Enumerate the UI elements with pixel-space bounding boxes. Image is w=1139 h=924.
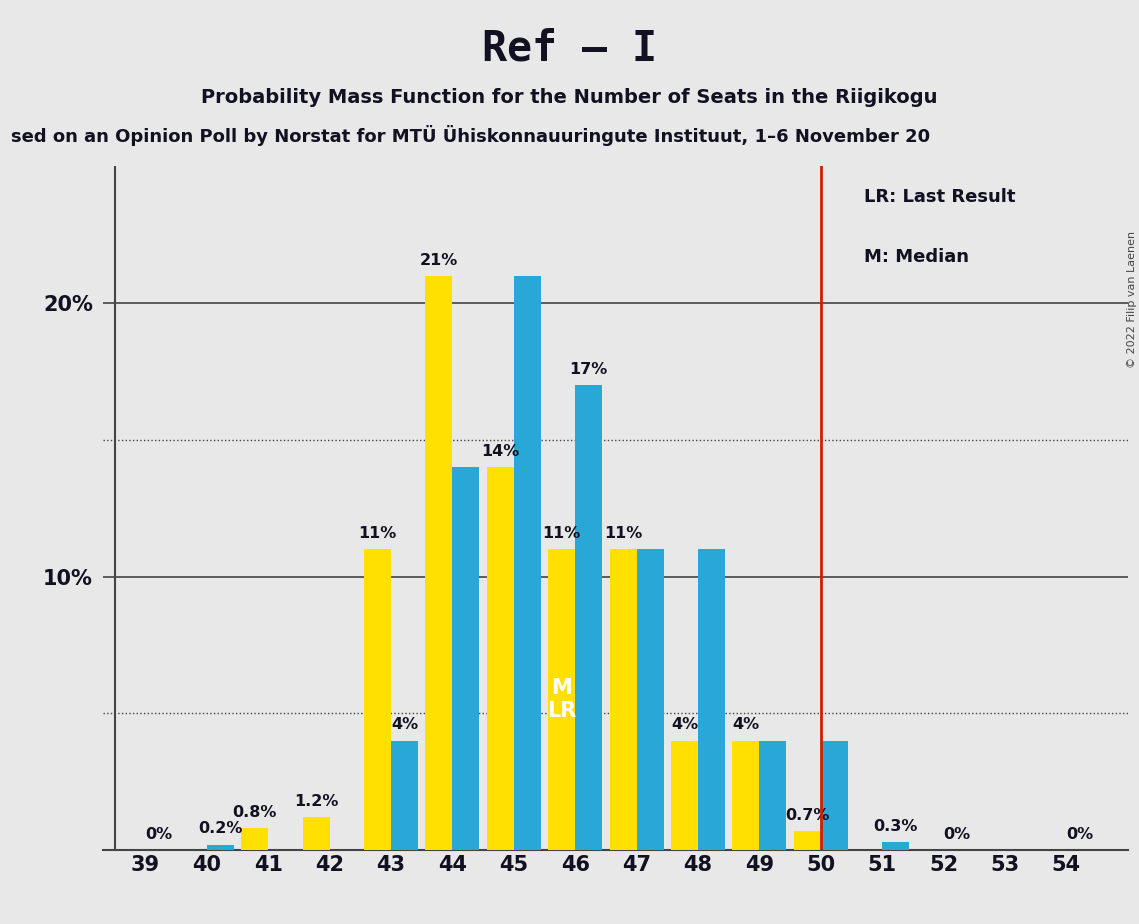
Text: M
LR: M LR bbox=[547, 678, 576, 722]
Bar bbox=[882, 842, 909, 850]
Text: 14%: 14% bbox=[481, 444, 519, 459]
Bar bbox=[794, 831, 821, 850]
Text: sed on an Opinion Poll by Norstat for MTÜ Ühiskonnauuringute Instituut, 1–6 Nove: sed on an Opinion Poll by Norstat for MT… bbox=[11, 125, 931, 146]
Text: 0.2%: 0.2% bbox=[198, 821, 243, 836]
Text: 0%: 0% bbox=[943, 827, 970, 842]
Text: 4%: 4% bbox=[391, 717, 418, 733]
Bar bbox=[425, 275, 452, 850]
Bar bbox=[637, 549, 664, 850]
Bar bbox=[548, 549, 575, 850]
Text: 0%: 0% bbox=[146, 827, 172, 842]
Text: 0.7%: 0.7% bbox=[785, 808, 829, 822]
Text: 0.3%: 0.3% bbox=[874, 819, 918, 833]
Text: 11%: 11% bbox=[542, 526, 581, 541]
Bar bbox=[241, 828, 269, 850]
Bar bbox=[452, 468, 480, 850]
Text: M: Median: M: Median bbox=[863, 249, 968, 266]
Text: 0%: 0% bbox=[1066, 827, 1093, 842]
Text: © 2022 Filip van Laenen: © 2022 Filip van Laenen bbox=[1126, 231, 1137, 368]
Text: Probability Mass Function for the Number of Seats in the Riigikogu: Probability Mass Function for the Number… bbox=[202, 88, 937, 107]
Bar bbox=[671, 741, 698, 850]
Text: 21%: 21% bbox=[420, 252, 458, 268]
Bar bbox=[609, 549, 637, 850]
Text: 4%: 4% bbox=[732, 717, 760, 733]
Bar bbox=[698, 549, 724, 850]
Bar bbox=[514, 275, 541, 850]
Bar bbox=[575, 385, 603, 850]
Text: 11%: 11% bbox=[359, 526, 396, 541]
Text: LR: Last Result: LR: Last Result bbox=[863, 188, 1015, 206]
Bar bbox=[207, 845, 233, 850]
Text: 4%: 4% bbox=[671, 717, 698, 733]
Text: 11%: 11% bbox=[604, 526, 642, 541]
Bar bbox=[732, 741, 760, 850]
Bar bbox=[821, 741, 847, 850]
Text: 0.8%: 0.8% bbox=[232, 805, 277, 820]
Bar bbox=[391, 741, 418, 850]
Text: 1.2%: 1.2% bbox=[294, 794, 338, 809]
Bar bbox=[486, 468, 514, 850]
Text: 17%: 17% bbox=[570, 362, 608, 377]
Bar bbox=[760, 741, 786, 850]
Bar bbox=[303, 817, 329, 850]
Bar bbox=[364, 549, 391, 850]
Text: Ref – I: Ref – I bbox=[482, 28, 657, 69]
